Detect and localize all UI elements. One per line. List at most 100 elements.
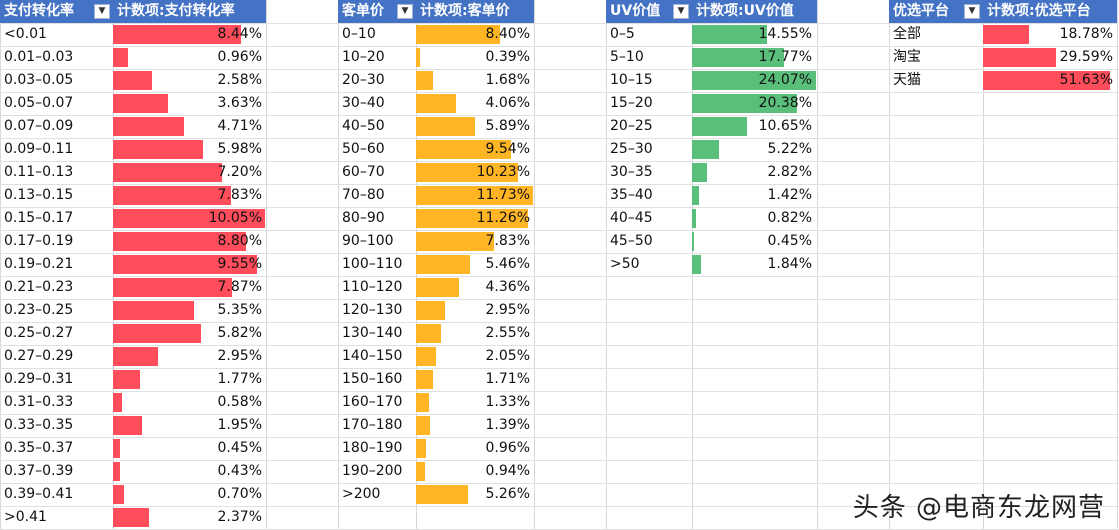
percentage-value: 2.95% <box>217 348 262 364</box>
grid-row-line <box>0 46 1119 47</box>
table-row[interactable]: 0.07–0.09 4.71% <box>0 115 266 138</box>
table-row[interactable]: 0.05–0.07 3.63% <box>0 92 266 115</box>
table-row[interactable]: 全部 18.78% <box>889 23 1117 46</box>
table-row[interactable]: 0.09–0.11 5.98% <box>0 138 266 161</box>
percentage-value: 4.06% <box>485 95 530 111</box>
table-row[interactable]: 170–180 1.39% <box>338 414 534 437</box>
table-row[interactable]: 190–200 0.94% <box>338 460 534 483</box>
grid-row-line <box>0 207 1119 208</box>
table-row[interactable]: 0.33–0.35 1.95% <box>0 414 266 437</box>
data-bar <box>113 71 153 90</box>
data-bar <box>113 439 120 458</box>
table-row[interactable]: 10–20 0.39% <box>338 46 534 69</box>
table-row[interactable]: 0.03–0.05 2.58% <box>0 69 266 92</box>
grid-column-line <box>817 0 818 530</box>
table-row[interactable]: 50–60 9.54% <box>338 138 534 161</box>
table-row[interactable]: 0.23–0.25 5.35% <box>0 299 266 322</box>
table-row[interactable]: 淘宝 29.59% <box>889 46 1117 69</box>
table-row[interactable]: 25–30 5.22% <box>606 138 817 161</box>
table-row[interactable]: 0.31–0.33 0.58% <box>0 391 266 414</box>
data-bar <box>416 370 434 389</box>
table-row[interactable]: 0.37–0.39 0.43% <box>0 460 266 483</box>
percentage-value: 11.73% <box>476 187 530 203</box>
table-row[interactable]: 0.35–0.37 0.45% <box>0 437 266 460</box>
table-row[interactable]: 180–190 0.96% <box>338 437 534 460</box>
table-row[interactable]: 40–45 0.82% <box>606 207 817 230</box>
grid-row-line <box>0 391 1119 392</box>
table-row[interactable]: 120–130 2.95% <box>338 299 534 322</box>
table-row[interactable]: 130–140 2.55% <box>338 322 534 345</box>
percentage-value: 8.40% <box>485 26 530 42</box>
table-row[interactable]: 20–30 1.68% <box>338 69 534 92</box>
table-row[interactable]: 35–40 1.42% <box>606 184 817 207</box>
row-category: 25–30 <box>610 141 653 157</box>
table-row[interactable]: 0.25–0.27 5.82% <box>0 322 266 345</box>
filter-dropdown-icon[interactable]: ▼ <box>397 4 413 19</box>
filter-dropdown-icon[interactable]: ▼ <box>964 4 980 19</box>
table-row[interactable]: 0–10 8.40% <box>338 23 534 46</box>
percentage-value: 29.59% <box>1059 49 1113 65</box>
table-row[interactable]: 60–70 10.23% <box>338 161 534 184</box>
data-bar <box>416 393 430 412</box>
table-row[interactable]: <0.01 8.44% <box>0 23 266 46</box>
table-row[interactable]: 30–35 2.82% <box>606 161 817 184</box>
percentage-value: 4.71% <box>217 118 262 134</box>
table-row[interactable]: 30–40 4.06% <box>338 92 534 115</box>
table-row[interactable]: 0.19–0.21 9.55% <box>0 253 266 276</box>
table-row[interactable]: 0.13–0.15 7.83% <box>0 184 266 207</box>
table-row[interactable]: 0.39–0.41 0.70% <box>0 483 266 506</box>
table-row[interactable]: 80–90 11.26% <box>338 207 534 230</box>
row-category: 120–130 <box>342 302 403 318</box>
row-category: 0.17–0.19 <box>4 233 74 249</box>
table-row[interactable]: 0.11–0.13 7.20% <box>0 161 266 184</box>
table-row[interactable]: >0.41 2.37% <box>0 506 266 529</box>
table-row[interactable]: 140–150 2.05% <box>338 345 534 368</box>
table-row[interactable]: >50 1.84% <box>606 253 817 276</box>
table-row[interactable]: 0–5 14.55% <box>606 23 817 46</box>
data-bar <box>416 48 420 67</box>
data-bar <box>416 71 433 90</box>
grid-row-line <box>0 414 1119 415</box>
table-row[interactable]: 160–170 1.33% <box>338 391 534 414</box>
table-row[interactable]: 40–50 5.89% <box>338 115 534 138</box>
table-row[interactable]: 20–25 10.65% <box>606 115 817 138</box>
table-row[interactable]: >200 5.26% <box>338 483 534 506</box>
percentage-value: 5.82% <box>217 325 262 341</box>
data-bar <box>416 301 446 320</box>
filter-dropdown-icon[interactable]: ▼ <box>94 4 110 19</box>
row-category: 50–60 <box>342 141 385 157</box>
table-row[interactable]: 0.01–0.03 0.96% <box>0 46 266 69</box>
table-row[interactable]: 天猫 51.63% <box>889 69 1117 92</box>
table-row[interactable]: 90–100 7.83% <box>338 230 534 253</box>
data-bar <box>692 140 719 159</box>
row-category: 0–5 <box>610 26 635 42</box>
percentage-value: 24.07% <box>758 72 812 88</box>
table-row[interactable]: 15–20 20.38% <box>606 92 817 115</box>
percentage-value: 0.96% <box>217 49 262 65</box>
row-category: 5–10 <box>610 49 644 65</box>
table-row[interactable]: 100–110 5.46% <box>338 253 534 276</box>
table-row[interactable]: 10–15 24.07% <box>606 69 817 92</box>
table-row[interactable]: 45–50 0.45% <box>606 230 817 253</box>
filter-dropdown-icon[interactable]: ▼ <box>673 4 689 19</box>
table-row[interactable]: 70–80 11.73% <box>338 184 534 207</box>
table-row[interactable]: 0.15–0.17 10.05% <box>0 207 266 230</box>
row-category: 0.21–0.23 <box>4 279 74 295</box>
table-row[interactable]: 0.29–0.31 1.77% <box>0 368 266 391</box>
row-category: 0.03–0.05 <box>4 72 74 88</box>
row-category: 0.39–0.41 <box>4 486 74 502</box>
table-row[interactable]: 0.21–0.23 7.87% <box>0 276 266 299</box>
row-category: 30–35 <box>610 164 653 180</box>
table-row[interactable]: 5–10 17.77% <box>606 46 817 69</box>
row-category: 20–30 <box>342 72 385 88</box>
row-category: 10–15 <box>610 72 653 88</box>
table-row[interactable]: 110–120 4.36% <box>338 276 534 299</box>
table-row[interactable]: 0.27–0.29 2.95% <box>0 345 266 368</box>
table-row[interactable]: 0.17–0.19 8.80% <box>0 230 266 253</box>
data-bar <box>113 393 122 412</box>
grid-column-line <box>1117 0 1118 530</box>
row-field-label: 优选平台 <box>893 3 949 19</box>
data-bar <box>416 255 471 274</box>
table-row[interactable]: 150–160 1.71% <box>338 368 534 391</box>
percentage-value: 7.20% <box>217 164 262 180</box>
